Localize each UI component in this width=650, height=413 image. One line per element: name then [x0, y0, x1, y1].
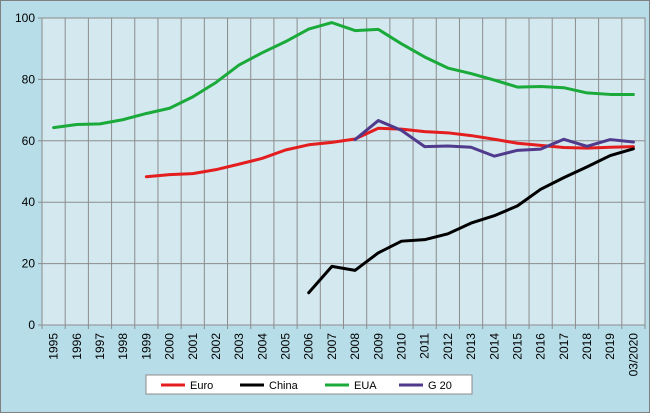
- series-line-china: [307, 147, 635, 295]
- legend-label-g-20: G 20: [428, 380, 452, 392]
- x-tick-label: 1999: [139, 333, 153, 360]
- x-tick-label: 2017: [557, 333, 571, 360]
- x-tick-label: 1998: [116, 333, 130, 360]
- x-tick-label: 1996: [70, 333, 84, 360]
- series-line-euro: [144, 126, 635, 179]
- x-tick-label: 2009: [371, 333, 385, 360]
- x-tick-label: 2013: [464, 333, 478, 360]
- series-line-g-20: [353, 119, 635, 158]
- x-tick-label: 2011: [418, 333, 432, 359]
- x-tick-label: 2006: [302, 333, 316, 360]
- x-tick-label: 2018: [580, 333, 594, 360]
- y-tick-label: 20: [22, 257, 36, 271]
- x-tick-label: 2002: [209, 333, 223, 360]
- x-tick-label: 1995: [47, 333, 61, 360]
- x-tick-label: 2003: [232, 333, 246, 360]
- x-tick-label: 2004: [255, 333, 269, 360]
- y-tick-label: 100: [15, 11, 35, 25]
- y-tick-label: 0: [28, 318, 35, 332]
- x-tick-label: 2008: [348, 333, 362, 360]
- x-tick-label: 2010: [394, 333, 408, 360]
- x-tick-label: 2005: [279, 333, 293, 360]
- x-tick-label: 2019: [603, 333, 617, 360]
- x-tick-label: 2000: [163, 333, 177, 360]
- y-tick-label: 60: [22, 134, 36, 148]
- x-tick-label: 2016: [534, 333, 548, 360]
- x-tick-label: 2012: [441, 333, 455, 360]
- x-tick-label: 2015: [510, 333, 524, 360]
- x-tick-label: 03/2020: [626, 333, 640, 377]
- legend-label-euro: Euro: [190, 380, 213, 392]
- x-tick-label: 2001: [186, 333, 200, 360]
- series-line-eua: [52, 21, 635, 130]
- x-tick-label: 1997: [93, 333, 107, 360]
- y-tick-label: 40: [22, 195, 36, 209]
- legend-box: [145, 374, 473, 395]
- legend-label-china: China: [269, 380, 299, 392]
- y-tick-label: 80: [22, 72, 36, 86]
- legend-label-eua: EUA: [354, 380, 377, 392]
- x-tick-label: 2007: [325, 333, 339, 360]
- x-tick-label: 2014: [487, 333, 501, 360]
